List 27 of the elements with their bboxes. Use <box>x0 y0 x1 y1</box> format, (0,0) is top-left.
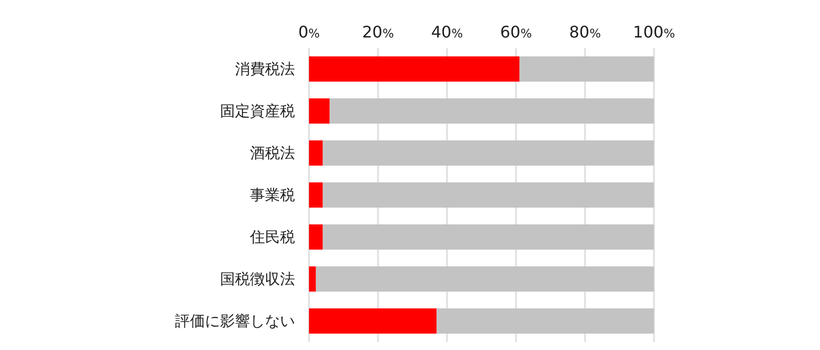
y-tick-label: 評価に影響しない <box>175 312 295 330</box>
bar <box>309 224 323 250</box>
x-tick-label: 100% <box>633 22 675 42</box>
x-tick-label: 80% <box>569 22 601 42</box>
x-tick-label: 40% <box>431 22 463 42</box>
bar <box>519 56 654 82</box>
y-tick-label: 国税徴収法 <box>220 270 295 288</box>
bar <box>309 140 323 166</box>
y-tick-label: 固定資産税 <box>220 102 295 120</box>
bar <box>322 140 654 166</box>
x-tick-label: 20% <box>362 22 394 42</box>
bar <box>316 266 654 292</box>
bar <box>436 308 654 334</box>
bar <box>309 182 323 208</box>
x-tick-label: 0% <box>298 22 320 42</box>
y-tick-label: 事業税 <box>250 186 295 204</box>
bar <box>322 224 654 250</box>
bar <box>309 98 330 124</box>
bar <box>322 182 654 208</box>
bar <box>309 266 316 292</box>
y-tick-label: 消費税法 <box>235 60 295 78</box>
y-tick-label: 住民税 <box>249 228 295 246</box>
bar <box>309 56 520 82</box>
y-tick-label: 酒税法 <box>250 144 295 162</box>
bar <box>309 308 437 334</box>
bar <box>330 98 654 124</box>
x-tick-label: 60% <box>500 22 532 42</box>
